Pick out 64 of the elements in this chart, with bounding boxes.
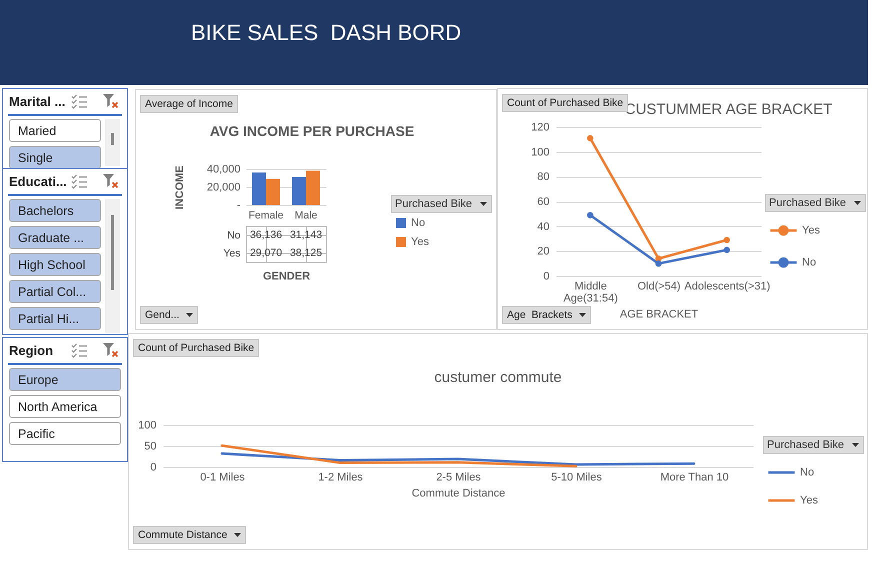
- data-label: 31,143: [290, 229, 322, 241]
- text: High School: [9, 253, 101, 276]
- text: Partial Hi...: [9, 307, 101, 330]
- x-tick-label: Old(>54): [637, 280, 681, 292]
- legend-label: No: [411, 217, 426, 229]
- y-tick-label: 100: [138, 420, 156, 432]
- chart-title: custumer commute: [434, 369, 562, 386]
- text: Single: [9, 146, 101, 169]
- text: No: [227, 230, 240, 242]
- legend-label: No: [802, 256, 816, 268]
- y-tick-label: 0: [150, 462, 156, 474]
- legend-label: Yes: [800, 494, 818, 506]
- y-tick-label: 20,000: [206, 182, 240, 194]
- x-tick-label: 0-1 Miles: [200, 472, 246, 484]
- legend-label: Yes: [411, 236, 430, 248]
- text: North America: [9, 395, 121, 418]
- x-axis-title: AGE BRACKET: [620, 308, 698, 320]
- y-tick-label: -: [236, 200, 241, 212]
- x-axis-title: Commute Distance: [412, 488, 506, 500]
- y-tick-label: 0: [543, 270, 550, 282]
- y-tick-label: 120: [531, 122, 550, 134]
- data-label: 29,070: [250, 247, 282, 259]
- data-label: 38,125: [290, 247, 322, 259]
- data-label: 36,136: [250, 229, 282, 241]
- text: Maried: [9, 119, 101, 142]
- y-tick-label: 40: [537, 220, 550, 233]
- y-tick-label: 100: [531, 146, 550, 158]
- field-button: Count of Purchased Bike: [502, 94, 628, 112]
- field-button: Commute Distance: [133, 526, 246, 544]
- field-button: Gend...: [140, 306, 198, 324]
- x-tick-label: Male: [294, 210, 318, 222]
- x-tick-label: 1-2 Miles: [318, 472, 364, 484]
- text: BIKE SALES DASH BORD: [191, 20, 462, 46]
- y-tick-label: 20: [537, 246, 550, 258]
- x-axis-title: GENDER: [262, 270, 310, 282]
- text: Partial Col...: [9, 280, 101, 303]
- chart-title: AVG INCOME PER PURCHASE: [210, 123, 414, 139]
- text: Bachelors: [9, 199, 101, 222]
- legend-label: No: [800, 466, 814, 478]
- x-tick-label: Adolescents(>31): [684, 280, 770, 292]
- y-tick-label: 40,000: [206, 164, 240, 176]
- text: Europe: [9, 368, 121, 391]
- x-tick-label: Middle Age(31:54): [563, 280, 618, 304]
- y-tick-label: 50: [144, 440, 156, 452]
- x-tick-label: 5-10 Miles: [551, 472, 602, 484]
- y-tick-label: 60: [537, 196, 550, 208]
- x-tick-label: More Than 10: [660, 472, 729, 484]
- legend-title: Purchased Bike: [767, 439, 844, 451]
- text: Yes: [223, 248, 240, 260]
- text: Graduate ...: [9, 226, 101, 249]
- field-button: Count of Purchased Bike: [133, 339, 260, 357]
- y-axis-title: INCOME: [174, 166, 186, 210]
- legend-label: Yes: [802, 224, 820, 236]
- x-tick-label: 2-5 Miles: [436, 472, 482, 484]
- text: Marital ...: [9, 94, 66, 109]
- text: Region: [9, 343, 54, 358]
- y-tick-label: 80: [537, 171, 550, 184]
- x-tick-label: Female: [248, 210, 284, 222]
- text: Pacific: [9, 422, 121, 445]
- legend-title: Purchased Bike: [769, 197, 846, 209]
- field-button: Average of Income: [140, 95, 238, 113]
- legend-title: Purchased Bike: [395, 198, 472, 210]
- text: Educati...: [9, 174, 67, 189]
- field-button: Age Brackets: [502, 306, 592, 324]
